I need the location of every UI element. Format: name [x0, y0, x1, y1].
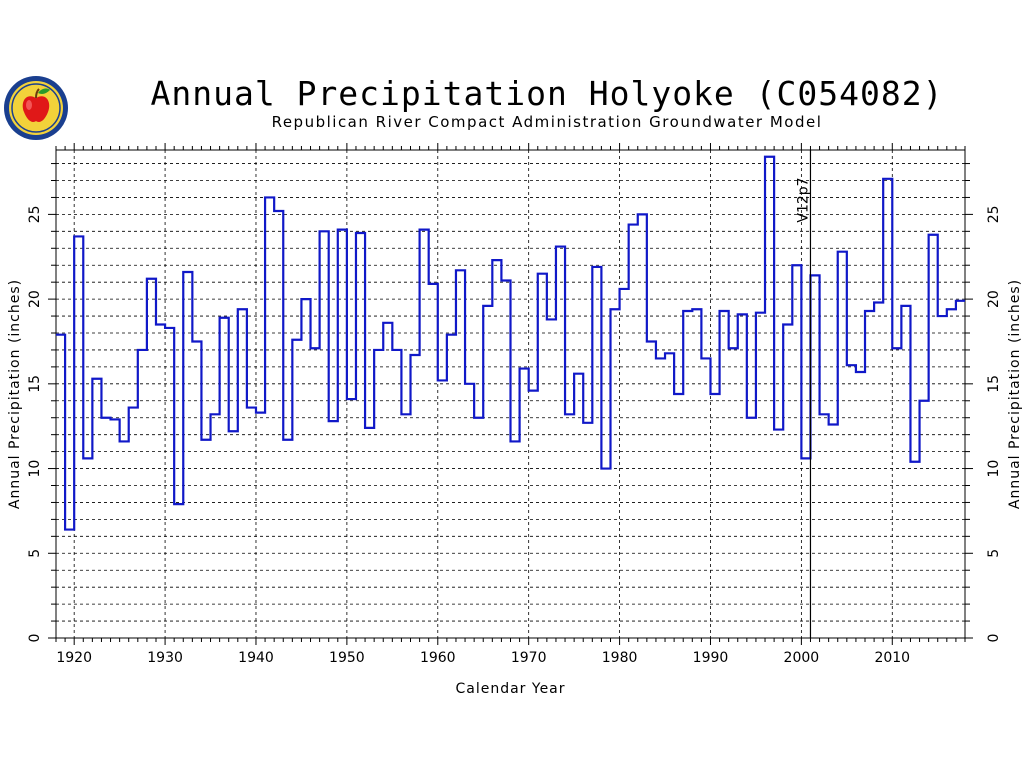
y-axis-label-left: Annual Precipitation (inches) — [7, 279, 23, 509]
chart-subtitle: Republican River Compact Administration … — [271, 113, 823, 131]
x-tick-label: 1920 — [56, 650, 92, 666]
x-tick-label: 1970 — [511, 650, 547, 666]
apple-highlight — [26, 100, 32, 110]
leaf-icon — [38, 88, 50, 94]
tick-labels: 1920 1930 1940 1950 1960 1970 1980 1990 2000 2010… — [27, 205, 1002, 666]
y-tick-label-left: 20 — [27, 290, 43, 308]
y-tick-label-right: 20 — [986, 290, 1002, 308]
precipitation-series — [56, 155, 965, 531]
x-tick-label: 2000 — [784, 650, 820, 666]
y-tick-label-right: 5 — [986, 549, 1002, 558]
x-tick-label: 1940 — [238, 650, 274, 666]
x-axis-label: Calendar Year — [455, 681, 565, 697]
y-tick-label-right: 0 — [986, 634, 1002, 643]
x-tick-label: 2010 — [874, 650, 910, 666]
x-tick-label: 1950 — [329, 650, 365, 666]
annotation-label: V12p7 — [795, 177, 811, 222]
apple-seal-icon — [4, 76, 68, 140]
y-tick-label-right: 15 — [986, 375, 1002, 393]
y-tick-label-left: 0 — [27, 634, 43, 643]
axis-ticks — [48, 143, 973, 645]
chart-title: Annual Precipitation Holyoke (C054082) — [150, 74, 944, 113]
y-tick-label-right: 25 — [986, 205, 1002, 223]
y-axis-label-right: Annual Precipitation (inches) — [1007, 279, 1023, 509]
grid-lines — [56, 150, 965, 638]
x-tick-label: 1980 — [602, 650, 638, 666]
y-tick-label-left: 25 — [27, 205, 43, 223]
annotation-layer: V12p7 — [795, 150, 811, 638]
y-tick-label-left: 15 — [27, 375, 43, 393]
x-tick-label: 1990 — [693, 650, 729, 666]
x-tick-label: 1930 — [147, 650, 183, 666]
x-tick-label: 1960 — [420, 650, 456, 666]
y-tick-label-right: 10 — [986, 460, 1002, 478]
y-tick-label-left: 5 — [27, 549, 43, 558]
series-step-line — [56, 155, 965, 531]
apple-stem-icon — [35, 88, 40, 99]
y-tick-label-left: 10 — [27, 460, 43, 478]
seal-inner-border — [11, 83, 61, 133]
